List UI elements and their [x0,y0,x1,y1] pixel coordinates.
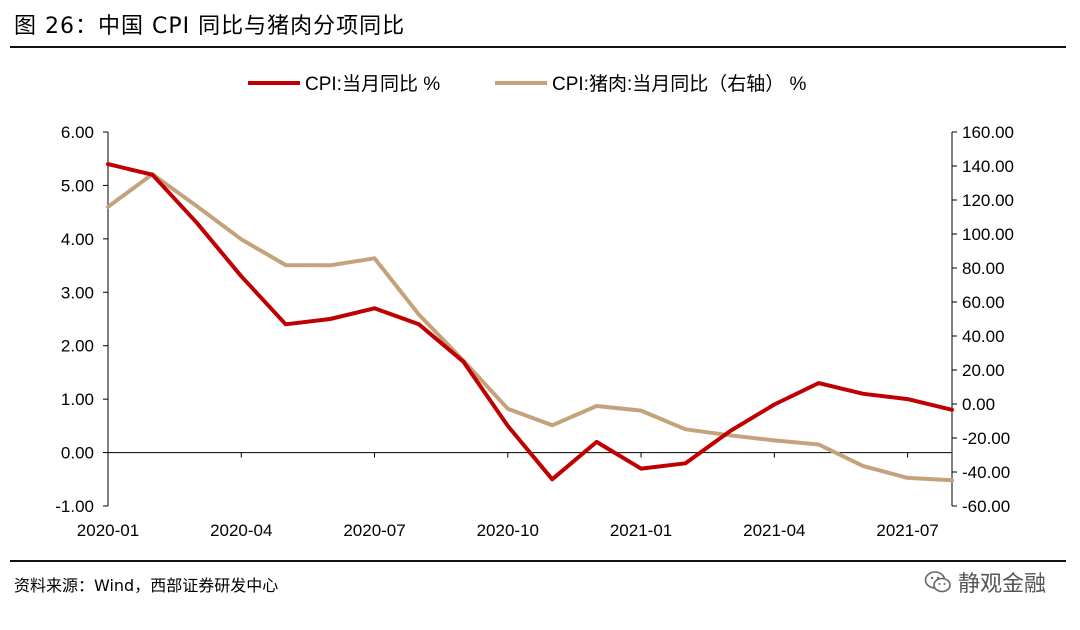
pork-series-line [106,172,954,483]
left-axis-tick-label: 3.00 [61,283,94,302]
wechat-icon [924,571,951,593]
series-lines [106,162,954,483]
right-axis-tick-label: 0.00 [962,395,995,414]
axes: -1.00 0.00 1.00 2.00 3.00 4.00 5.00 6.00 -60.00 -… [55,123,1014,540]
x-axis-tick-label: 2020-07 [343,521,405,540]
legend-label-pork: CPI:猪肉:当月同比（右轴） % [552,73,807,95]
right-axis-tick-label: 120.00 [962,191,1014,210]
left-axis-tick-label: 0.00 [61,444,94,463]
left-axis-tick-label: 1.00 [61,390,94,409]
chart: CPI:当月同比 % CPI:猪肉:当月同比（右轴） % -1.00 0.00 1.0… [55,73,1014,540]
right-axis-tick-label: 40.00 [962,327,1005,346]
x-axis-tick-label: 2021-07 [876,521,938,540]
right-axis-tick-label: 140.00 [962,157,1014,176]
right-axis-tick-label: -60.00 [962,497,1010,516]
right-axis-tick-label: 80.00 [962,259,1005,278]
watermark-text: 静观金融 [957,572,1046,597]
left-axis-tick-label: 4.00 [61,230,94,249]
x-axis-tick-label: 2020-01 [77,521,139,540]
source-note: 资料来源：Wind，西部证券研发中心 [14,576,279,595]
right-axis-tick-label: 20.00 [962,361,1005,380]
x-axis-tick-label: 2020-04 [210,521,272,540]
legend: CPI:当月同比 % CPI:猪肉:当月同比（右轴） % [248,73,807,95]
left-axis-tick-label: -1.00 [55,497,94,516]
legend-label-cpi: CPI:当月同比 % [305,73,440,95]
left-axis-tick-label: 2.00 [61,337,94,356]
top-rule [10,46,1066,48]
right-axis-tick-label: 160.00 [962,123,1014,142]
left-axis-tick-label: 5.00 [61,176,94,195]
x-axis-tick-label: 2020-10 [477,521,539,540]
chart-title: 图 26：中国 CPI 同比与猪肉分项同比 [14,14,406,39]
bottom-rule [10,560,1066,562]
right-axis-tick-label: -20.00 [962,429,1010,448]
cpi-series-line [106,162,954,482]
x-axis-tick-label: 2021-04 [743,521,805,540]
x-axis-tick-label: 2021-01 [610,521,672,540]
watermark: 静观金融 [924,566,1046,598]
right-axis-tick-label: -40.00 [962,463,1010,482]
left-axis-tick-label: 6.00 [61,123,94,142]
right-axis-tick-label: 60.00 [962,293,1005,312]
right-axis-tick-label: 100.00 [962,225,1014,244]
